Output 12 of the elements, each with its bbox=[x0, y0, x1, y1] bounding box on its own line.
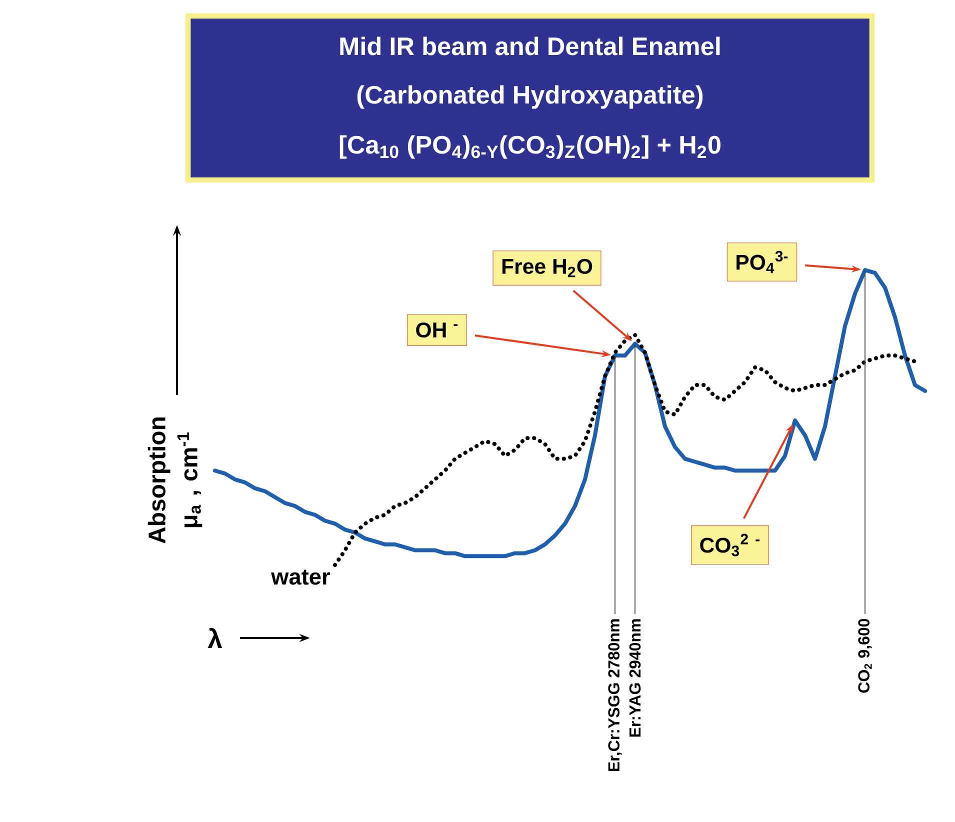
annotation: CO$_{3}$2 - bbox=[700, 534, 760, 556]
text: [Ca$_{10}$ (PO$_{4}$)$_{6-Y}$(CO$_{3}$)$_{Z}$(OH)$_{2}$] + H$_{2}$0 bbox=[340, 135, 720, 159]
annotation: Free H$_{2}$O bbox=[502, 258, 592, 278]
x-tick-label: CO$_{2}$ 9,600 bbox=[858, 618, 872, 693]
chart-subtitle: (Carbonated Hydroxyapatite) bbox=[357, 85, 703, 109]
annotation: PO$_{4}$3- bbox=[736, 250, 788, 274]
x-tick-label: Er:YAG 2940nm bbox=[629, 619, 641, 737]
series-label: water bbox=[271, 570, 330, 585]
x-tick-label: Er,Cr:YSGG 2780nm bbox=[608, 619, 622, 772]
chart-title: Mid IR beam and Dental Enamel bbox=[340, 36, 720, 56]
annotation: OH $^{-}$ bbox=[416, 322, 458, 338]
x-axis-title: λ bbox=[208, 628, 222, 648]
